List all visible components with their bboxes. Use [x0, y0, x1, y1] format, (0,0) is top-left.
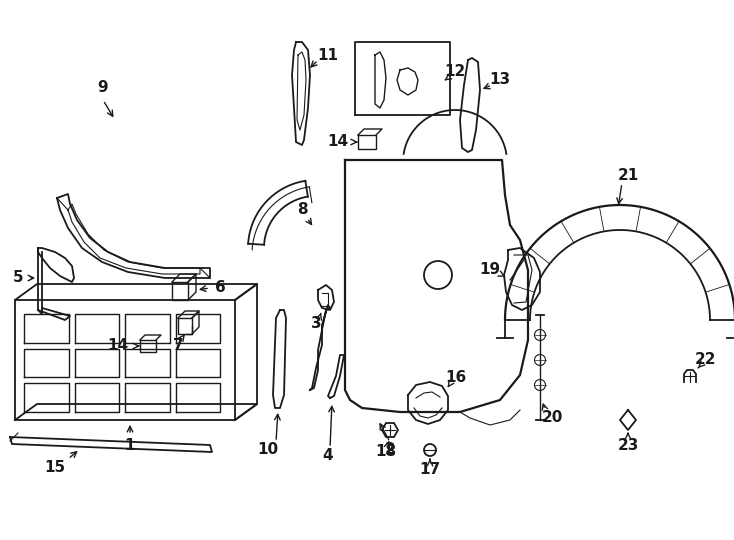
Text: 4: 4 — [323, 449, 333, 463]
Text: 5: 5 — [12, 271, 23, 286]
Text: 11: 11 — [318, 48, 338, 63]
Text: 19: 19 — [479, 262, 501, 278]
Text: 10: 10 — [258, 442, 279, 457]
Text: 8: 8 — [297, 202, 308, 218]
Text: 1: 1 — [125, 437, 135, 453]
Text: 6: 6 — [214, 280, 225, 295]
Text: 18: 18 — [375, 444, 396, 460]
Text: 12: 12 — [444, 64, 465, 79]
Text: 3: 3 — [310, 316, 321, 332]
Text: 14: 14 — [107, 339, 128, 354]
Text: 21: 21 — [617, 167, 639, 183]
Text: 2: 2 — [385, 442, 396, 457]
Text: 20: 20 — [541, 410, 563, 426]
Text: 14: 14 — [327, 134, 349, 150]
Text: 16: 16 — [446, 370, 467, 386]
Text: 9: 9 — [98, 79, 109, 94]
Text: 13: 13 — [490, 72, 511, 87]
Text: 23: 23 — [617, 437, 639, 453]
Text: 17: 17 — [419, 462, 440, 477]
Text: 15: 15 — [45, 461, 65, 476]
Text: 22: 22 — [695, 353, 716, 368]
Text: 7: 7 — [172, 339, 184, 354]
